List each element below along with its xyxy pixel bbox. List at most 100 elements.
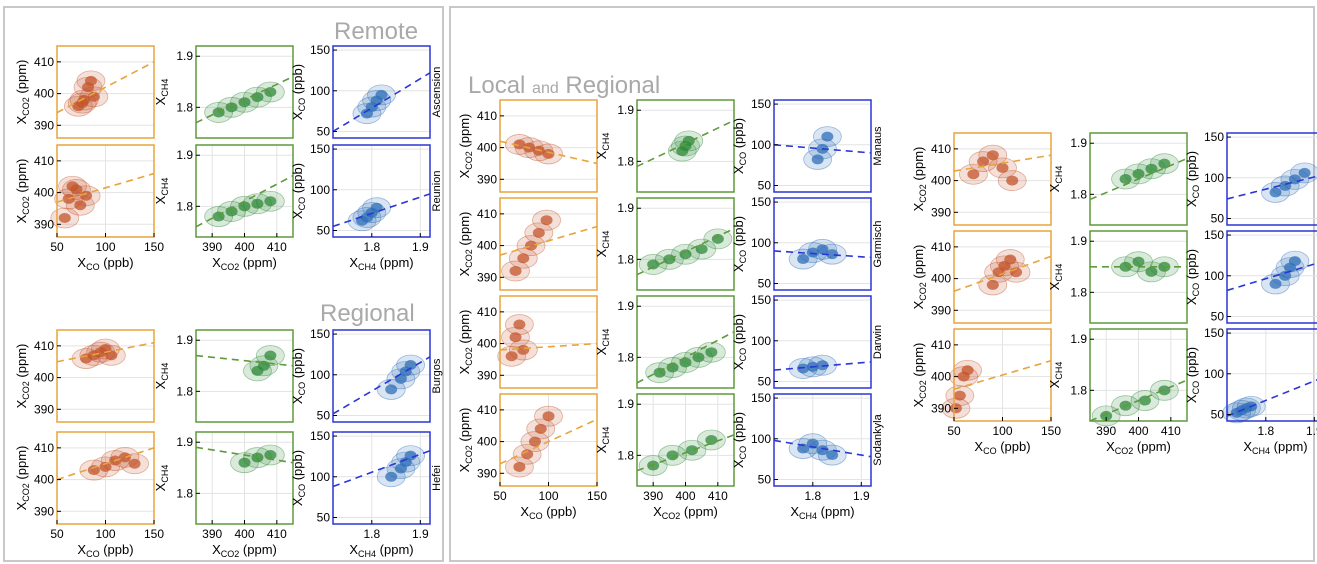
xlabel-Hefei-co2-vs-ch4: XCO2 (ppm) [212,542,277,559]
panel-frame-Darwin-co-vs-co2 [499,295,598,389]
panel-frame-Garmisch-co2-vs-ch4 [636,197,735,291]
data-point-Pasadena-co-vs-co2 [967,169,980,180]
data-point-Darwin-co-vs-co2 [517,344,530,355]
trend-line-Reunion-co2-vs-ch4 [195,174,294,228]
data-point-Sodankyla-ch4-vs-co [826,450,839,461]
panel-frame-Ascension-co-vs-co2 [56,45,155,139]
xtick-label-Sodankyla-co-vs-co2: 50 [493,489,507,503]
panel-frame-Burgos-co2-vs-ch4 [195,329,294,423]
xtick-label-Reunion-co-vs-co2: 50 [50,240,64,254]
xlabel-Wollongong-co-vs-co2: XCO (ppb) [974,439,1030,456]
panel-frame-Darwin-co2-vs-ch4 [636,295,735,389]
data-point-Anmyeondo-ch4-vs-co [1269,278,1282,289]
ytick-label-Ascension-ch4-vs-co: 150 [310,43,330,57]
data-point-Pasadena-co-vs-co2 [996,162,1009,173]
ylabel-Anmyeondo-ch4-vs-co: XCO (ppb) [1184,249,1201,305]
ytick-label-Wollongong-co-vs-co2: 400 [931,370,951,384]
panel-frame-Burgos-co-vs-co2 [56,329,155,423]
panel-frame-Anmyeondo-co-vs-co2 [953,230,1052,324]
data-point-Darwin-ch4-vs-co [816,360,829,371]
panel-frame-Garmisch-co-vs-co2 [499,197,598,291]
xtick-label-Sodankyla-ch4-vs-co: 1.9 [853,489,870,503]
trend-line-Hefei-ch4-vs-co [332,449,431,488]
data-point-Ascension-ch4-vs-co [375,89,388,100]
ytick-label-Sodankyla-ch4-vs-co: 50 [758,472,772,486]
xtick-label-Hefei-co2-vs-ch4: 410 [267,527,287,541]
ylabel-Pasadena-co-vs-co2: XCO2 (ppm) [911,147,928,212]
trend-line-Darwin-co-vs-co2 [499,342,598,351]
xtick-label-Hefei-co-vs-co2: 150 [144,527,164,541]
ytick-label-Hefei-co-vs-co2: 410 [34,441,54,455]
xtick-label-Wollongong-ch4-vs-co: 1.9 [1306,424,1317,438]
panel-frame-Manaus-co2-vs-ch4 [636,99,735,193]
ytick-label-Garmisch-co-vs-co2: 410 [477,207,497,221]
data-point-Hefei-ch4-vs-co [385,471,398,482]
ytick-label-Hefei-co-vs-co2: 400 [34,473,54,487]
trend-line-Wollongong-co2-vs-ch4 [1089,379,1188,422]
data-point-Burgos-co2-vs-ch4 [264,350,277,361]
trend-line-Manaus-co-vs-co2 [499,140,598,165]
trend-line-Manaus-ch4-vs-co [773,143,872,154]
trend-line-Hefei-co2-vs-ch4 [195,446,294,464]
xtick-label-Wollongong-co-vs-co2: 50 [947,424,961,438]
data-point-Garmisch-co2-vs-ch4 [679,249,692,260]
trend-line-Burgos-co2-vs-ch4 [195,354,294,367]
data-point-Anmyeondo-co2-vs-ch4 [1145,266,1158,277]
data-point-Wollongong-co-vs-co2 [961,365,974,376]
ytick-label-Manaus-co-vs-co2: 400 [477,141,497,155]
ytick-label-Wollongong-co-vs-co2: 390 [931,401,951,415]
panel-frame-Wollongong-ch4-vs-co [1226,328,1317,422]
data-point-Wollongong-co2-vs-ch4 [1100,410,1113,421]
data-point-Hefei-co2-vs-ch4 [264,450,277,460]
data-point-Anmyeondo-co-vs-co2 [1004,254,1017,265]
ylabel-Pasadena-co2-vs-ch4: XCH4 [1047,166,1064,193]
data-point-Manaus-ch4-vs-co [821,131,834,142]
ytick-label-Pasadena-co2-vs-ch4: 1.8 [1070,187,1087,201]
xtick-label-Wollongong-co2-vs-ch4: 400 [1128,424,1148,438]
panel-frame-Pasadena-co2-vs-ch4 [1089,132,1188,226]
ylabel-Ascension-co-vs-co2: XCO2 (ppm) [14,60,31,125]
ytick-label-Manaus-co-vs-co2: 410 [477,109,497,123]
data-point-Sodankyla-co-vs-co2 [542,411,555,422]
ytick-label-Anmyeondo-co2-vs-ch4: 1.9 [1070,234,1087,248]
trend-line-Wollongong-ch4-vs-co [1226,378,1317,417]
ytick-label-Pasadena-co-vs-co2: 390 [931,205,951,219]
data-point-Garmisch-ch4-vs-co [806,247,819,258]
ytick-label-Garmisch-co2-vs-ch4: 1.9 [617,201,634,215]
panel-frame-Manaus-co-vs-co2 [499,99,598,193]
trend-line-Sodankyla-ch4-vs-co [773,439,872,458]
xlabel-Reunion-co-vs-co2: XCO (ppb) [77,255,133,272]
trend-line-Garmisch-co2-vs-ch4 [636,227,735,276]
data-point-Burgos-ch4-vs-co [404,360,417,371]
ylabel-Garmisch-ch4-vs-co: XCO (ppb) [731,216,748,272]
trend-line-Sodankyla-co-vs-co2 [499,418,598,465]
data-point-Reunion-co-vs-co2 [58,212,71,223]
data-point-Sodankyla-co2-vs-ch4 [705,435,718,445]
xtick-label-Sodankyla-co2-vs-ch4: 400 [675,489,695,503]
ytick-label-Sodankyla-ch4-vs-co: 100 [751,432,771,446]
xtick-label-Sodankyla-co-vs-co2: 150 [587,489,607,503]
trend-line-Burgos-ch4-vs-co [332,356,431,415]
ylabel-Wollongong-ch4-vs-co: XCO (ppb) [1184,347,1201,403]
ytick-label-Burgos-co2-vs-ch4: 1.8 [176,384,193,398]
xlabel-Reunion-ch4-vs-co: XCH4 (ppm) [349,255,413,272]
data-point-Pasadena-co2-vs-ch4 [1132,168,1145,179]
ylabel-Manaus-ch4-vs-co: XCO (ppb) [731,118,748,174]
panel-frame-Sodankyla-ch4-vs-co [773,393,872,487]
xtick-label-Wollongong-ch4-vs-co: 1.8 [1257,424,1274,438]
ylabel-Manaus-co-vs-co2: XCO2 (ppm) [457,114,474,179]
data-point-Pasadena-co-vs-co2 [1006,175,1019,186]
xtick-label-Hefei-co2-vs-ch4: 400 [234,527,254,541]
data-point-Sodankyla-ch4-vs-co [816,445,829,456]
data-point-Pasadena-co-vs-co2 [977,156,990,167]
data-point-Darwin-co2-vs-ch4 [679,357,692,368]
panel-frame-Darwin-ch4-vs-co [773,295,872,389]
ytick-label-Garmisch-ch4-vs-co: 50 [758,276,772,290]
ytick-label-Garmisch-co-vs-co2: 390 [477,270,497,284]
panel-frame-Burgos-ch4-vs-co [332,329,431,423]
section-title-regional-word: Regional [565,72,661,99]
ytick-label-Anmyeondo-co-vs-co2: 400 [931,272,951,286]
right-panel-frame [449,6,1315,562]
xtick-label-Hefei-co2-vs-ch4: 390 [202,527,222,541]
trend-line-Garmisch-ch4-vs-co [773,250,872,259]
